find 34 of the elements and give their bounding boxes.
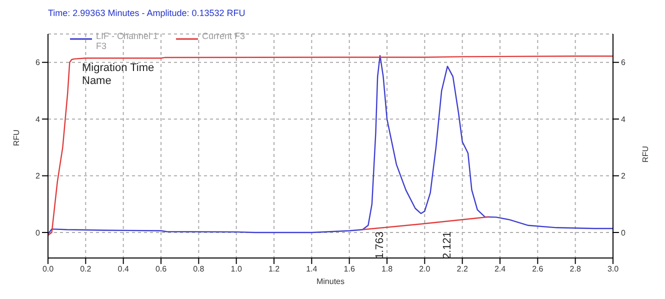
y2-tick-label: 4 <box>621 114 626 124</box>
annotation: Name <box>82 75 112 88</box>
x-tick-label: 2.8 <box>570 264 582 274</box>
annotation: 2.121 <box>441 231 454 260</box>
y-tick-label: 0 <box>36 228 41 238</box>
y2-axis-title: RFU <box>640 146 650 162</box>
y2-tick-label: 6 <box>621 58 626 68</box>
annotation: 1.763 <box>374 231 386 260</box>
x-tick-label: 0.2 <box>80 264 92 274</box>
x-tick-label: 0.4 <box>118 264 130 274</box>
x-tick-label: 2.0 <box>419 264 431 274</box>
x-tick-label: 1.4 <box>306 264 318 274</box>
x-tick-label: 0.6 <box>155 264 168 274</box>
x-tick-label: 1.6 <box>344 264 356 274</box>
x-tick-label: 1.0 <box>230 264 242 274</box>
y-tick-label: 4 <box>36 114 41 124</box>
y-tick-label: 6 <box>36 58 41 68</box>
x-tick-label: 2.4 <box>494 264 506 274</box>
text: Time: 2.99363 Minutes - Amplitude: 0.13532 RFU <box>47 8 246 20</box>
x-tick-label: 2.2 <box>456 264 468 274</box>
y2-tick-label: 0 <box>621 228 626 238</box>
x-tick-label: 1.2 <box>268 264 280 274</box>
legend-label: Current F3 <box>202 31 246 41</box>
legend-label: LIF - Channel 1 F3 <box>96 31 160 51</box>
x-axis-title: Minutes <box>316 277 345 286</box>
annotation: Migration Time <box>82 62 154 75</box>
y-axis-title: RFU <box>12 129 21 146</box>
x-tick-label: 2.6 <box>532 264 544 274</box>
x-tick-label: 1.8 <box>381 264 394 274</box>
x-tick-label: 3.0 <box>607 264 620 274</box>
x-tick-label: 0.8 <box>193 264 205 274</box>
y2-tick-label: 2 <box>621 172 626 181</box>
y-tick-label: 2 <box>36 172 41 181</box>
x-tick-label: 0.0 <box>42 264 54 274</box>
